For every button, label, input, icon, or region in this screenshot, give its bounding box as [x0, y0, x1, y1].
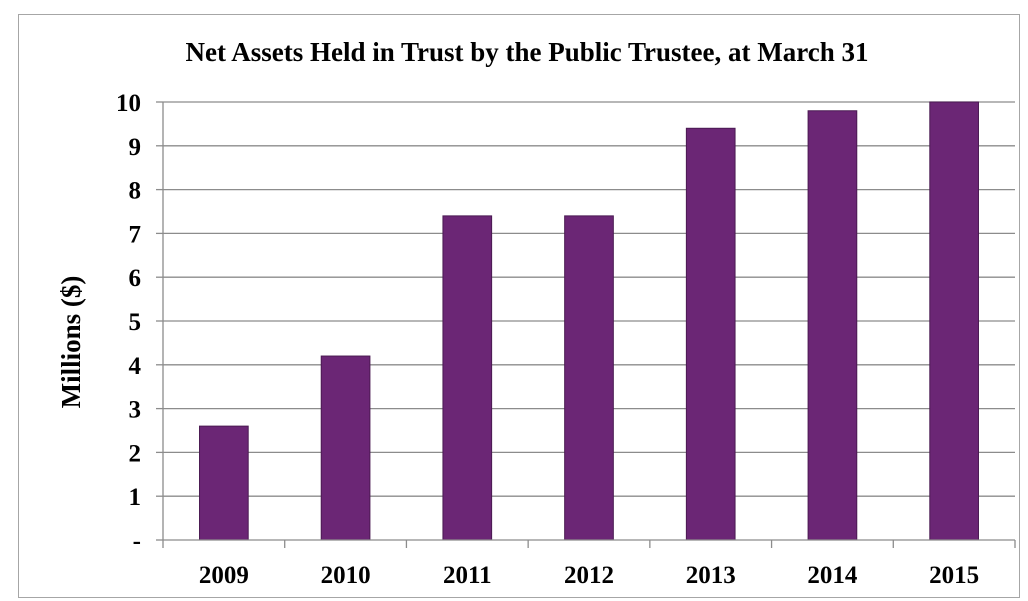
bar-2011: [442, 215, 493, 541]
y-tick-label: 6: [129, 265, 142, 292]
x-tick-label: 2010: [321, 562, 371, 589]
bar-2009: [199, 425, 249, 541]
y-tick-label: 5: [129, 309, 142, 336]
bar-2015: [929, 101, 979, 541]
y-tick-label: 8: [129, 178, 142, 205]
y-tick-label: 7: [129, 221, 142, 248]
y-tick-label: 2: [129, 440, 142, 467]
y-tick-labels: - 1 2 3 4 5 6 7 8 9 10: [116, 90, 142, 555]
x-tick-label: 2012: [564, 562, 614, 589]
x-tick-label: 2013: [686, 562, 736, 589]
y-tick-label: -: [133, 528, 141, 555]
y-tick-label: 4: [129, 353, 142, 380]
axes: [162, 102, 1016, 548]
x-tick-label: 2015: [929, 562, 979, 589]
x-tick-label: 2011: [443, 562, 492, 589]
y-tick-label: 1: [129, 484, 142, 511]
bar-2013: [685, 127, 736, 541]
bars: [199, 101, 979, 541]
chart-title: Net Assets Held in Trust by the Public T…: [186, 37, 869, 67]
x-tick-labels: 2009 2010 2011 2012 2013 2014 2015: [199, 562, 979, 589]
y-axis-label: Millions ($): [56, 276, 86, 409]
y-tick-label: 10: [116, 90, 141, 117]
bar-2012: [564, 215, 614, 541]
x-tick-label: 2009: [199, 562, 249, 589]
y-tick-label: 3: [129, 397, 142, 424]
bar-2014: [807, 110, 858, 541]
y-tick-label: 9: [129, 134, 142, 161]
bar-2010: [320, 355, 371, 541]
x-tick-label: 2014: [807, 562, 858, 589]
